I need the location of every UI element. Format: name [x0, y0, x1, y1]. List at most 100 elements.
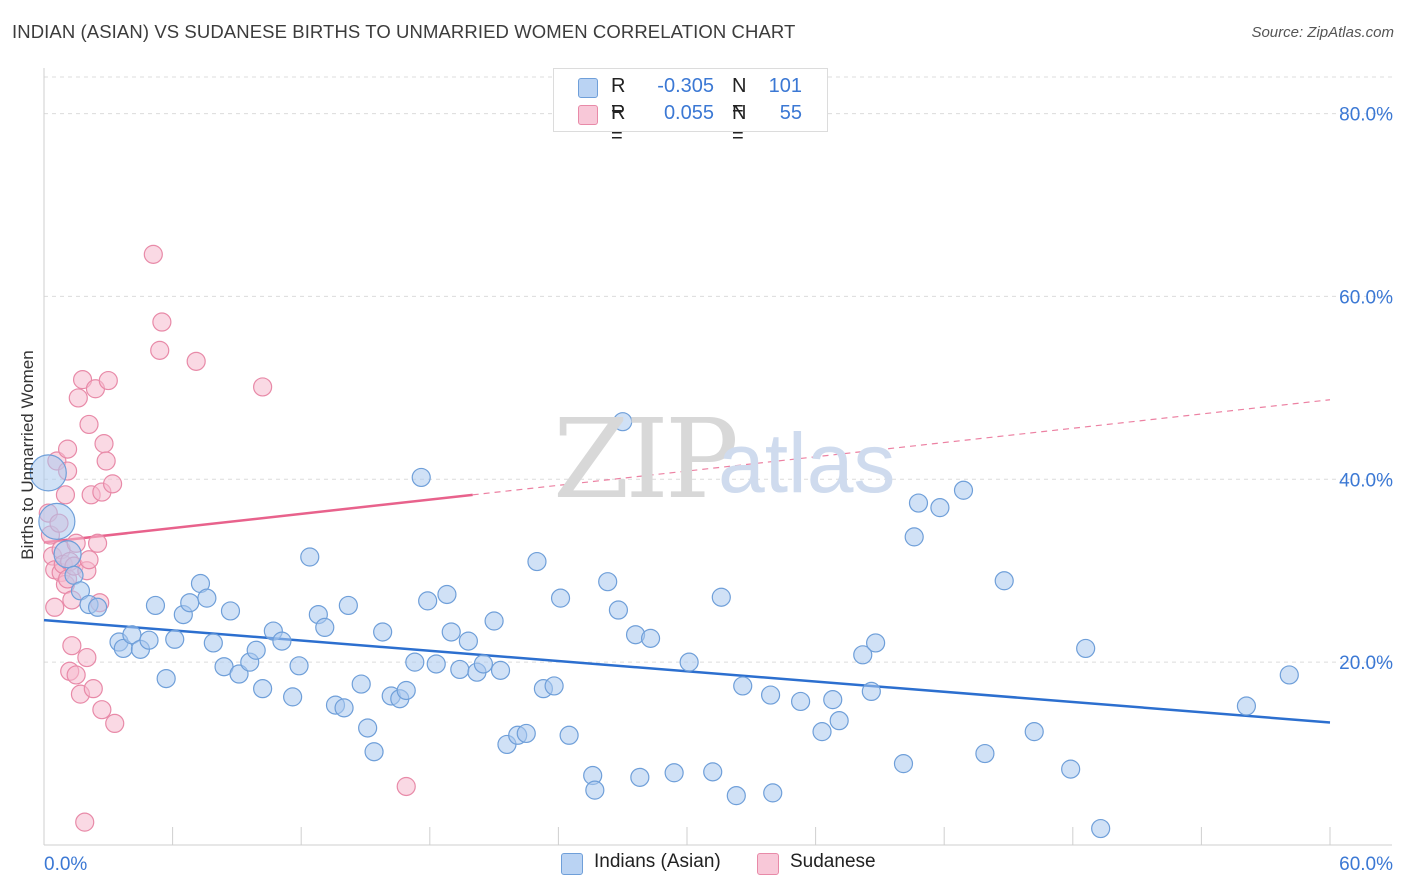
legend-r-value: 0.055: [663, 102, 714, 124]
point-sudanese: [92, 700, 112, 720]
y-tick-label: 60.0%: [1339, 287, 1393, 308]
bottom-legend-label-indians: Indians (Asian): [594, 851, 721, 872]
point-indians: [1091, 818, 1111, 839]
point-sudanese: [102, 474, 123, 494]
point-indians: [733, 676, 753, 696]
legend-n-value: 55: [779, 102, 802, 124]
point-indians: [197, 588, 217, 608]
point-sudanese: [79, 550, 99, 570]
point-sudanese: [66, 665, 86, 685]
x-tick-labels: 0.0% 60.0%: [44, 854, 1393, 875]
point-indians: [853, 645, 873, 665]
point-indians: [893, 754, 914, 774]
point-indians: [829, 711, 849, 731]
bottom-legend-label-sudanese: Sudanese: [790, 851, 876, 872]
point-indians: [664, 763, 684, 783]
point-indians: [418, 591, 438, 611]
point-indians: [484, 611, 504, 631]
legend-r-label: R =: [611, 102, 626, 147]
point-indians: [289, 656, 309, 676]
point-indians: [994, 571, 1014, 591]
watermark-atlas: atlas: [718, 416, 896, 510]
point-indians: [29, 454, 67, 492]
point-indians: [165, 629, 185, 649]
chart-title: INDIAN (ASIAN) VS SUDANESE BIRTHS TO UNM…: [12, 21, 796, 42]
point-indians: [283, 687, 303, 707]
point-indians: [53, 540, 82, 569]
point-indians: [550, 588, 571, 608]
point-sudanese: [96, 451, 116, 471]
y-tick-label: 20.0%: [1339, 653, 1393, 674]
point-sudanese: [186, 351, 206, 371]
point-sudanese: [68, 388, 88, 408]
point-indians: [823, 690, 843, 710]
gridlines: [44, 76, 1392, 663]
bottom-legend-swatch-indians: [561, 853, 583, 875]
x-tick-label-min: 0.0%: [44, 854, 87, 875]
point-sudanese: [45, 597, 65, 617]
point-sudanese: [143, 244, 163, 264]
point-indians: [544, 676, 564, 696]
y-axis-label: Births to Unmarried Women: [18, 350, 37, 560]
point-indians: [411, 467, 431, 488]
point-indians: [145, 595, 166, 616]
point-indians: [613, 412, 633, 432]
point-sudanese: [94, 434, 114, 454]
point-indians: [953, 480, 974, 500]
point-indians: [38, 502, 76, 540]
trend-line-sudanese-dashed: [472, 399, 1331, 496]
point-sudanese: [105, 713, 125, 734]
legend-n-label: N =: [732, 102, 747, 147]
point-indians: [253, 679, 273, 699]
point-indians: [246, 640, 266, 660]
point-indians: [527, 551, 547, 572]
point-indians: [975, 743, 995, 764]
point-indians: [1236, 696, 1257, 716]
point-indians: [139, 630, 159, 650]
point-indians: [760, 685, 781, 705]
point-indians: [338, 595, 358, 616]
point-indians: [364, 742, 384, 762]
trend-line-sudanese-solid: [43, 493, 473, 544]
point-sudanese: [87, 533, 108, 553]
point-indians: [458, 631, 478, 651]
y-tick-label: 40.0%: [1339, 470, 1393, 491]
point-indians: [203, 633, 223, 653]
point-sudanese: [253, 377, 273, 397]
point-indians: [358, 718, 378, 738]
point-indians: [300, 547, 320, 567]
point-indians: [1024, 722, 1044, 742]
point-indians: [396, 680, 416, 701]
point-indians: [1076, 638, 1096, 659]
point-sudanese: [79, 414, 99, 435]
points-indians: [29, 412, 1299, 839]
point-sudanese: [55, 485, 76, 505]
point-indians: [866, 633, 886, 653]
point-indians: [426, 654, 446, 674]
point-sudanese: [62, 636, 82, 656]
legend-r-label: R =: [611, 75, 626, 120]
point-indians: [1279, 665, 1299, 685]
point-indians: [812, 722, 832, 742]
point-indians: [630, 767, 650, 787]
point-sudanese: [83, 679, 103, 699]
point-indians: [640, 628, 661, 648]
y-tick-label: 80.0%: [1339, 105, 1393, 126]
point-indians: [122, 625, 142, 645]
source-label: Source: ZipAtlas.com: [1251, 24, 1394, 41]
point-indians: [516, 723, 536, 744]
legend-n-label: N =: [732, 75, 747, 120]
x-tick-label-max: 60.0%: [1339, 854, 1393, 875]
point-indians: [441, 622, 461, 642]
point-indians: [473, 654, 493, 674]
point-indians: [450, 659, 470, 680]
point-indians: [930, 498, 950, 518]
point-indians: [1061, 759, 1081, 779]
legend-n-value: 101: [768, 75, 802, 97]
point-indians: [373, 622, 393, 642]
point-indians: [598, 572, 618, 592]
legend-r-value: -0.305: [657, 75, 714, 97]
point-sudanese: [75, 812, 95, 832]
point-indians: [703, 762, 723, 782]
